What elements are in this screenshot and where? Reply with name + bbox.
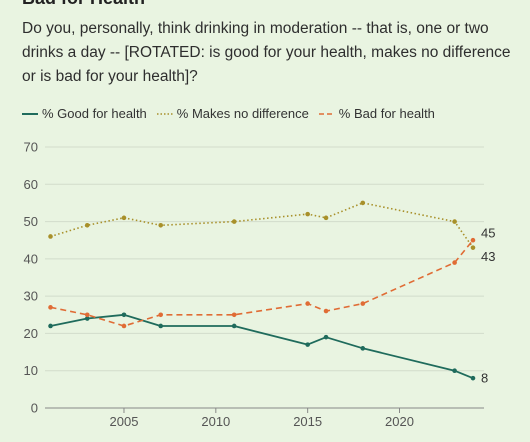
data-point xyxy=(305,301,310,306)
legend-label-no-difference: % Makes no difference xyxy=(176,106,309,121)
y-tick-label: 40 xyxy=(24,251,38,266)
data-point xyxy=(158,312,164,318)
data-point xyxy=(470,237,476,243)
data-point xyxy=(470,375,476,381)
data-point xyxy=(121,323,127,329)
y-tick-label: 50 xyxy=(24,214,38,229)
series-line xyxy=(50,313,474,380)
y-tick-label: 70 xyxy=(24,140,38,155)
y-tick-label: 20 xyxy=(24,326,38,341)
end-value-label: 8 xyxy=(481,371,488,386)
survey-question: Do you, personally, think drinking in mo… xyxy=(22,20,511,85)
data-point xyxy=(323,215,329,221)
end-value-label: 43 xyxy=(481,249,495,264)
data-point xyxy=(84,316,90,321)
data-point xyxy=(231,323,237,329)
x-tick-label: 2010 xyxy=(201,414,230,429)
data-point xyxy=(323,308,329,314)
data-point xyxy=(48,323,53,329)
chart-title: Bad for Health xyxy=(22,0,145,9)
data-point xyxy=(470,245,476,250)
y-tick-label: 0 xyxy=(31,401,38,416)
data-point xyxy=(305,342,310,347)
legend-swatch-dotted-icon xyxy=(156,112,173,115)
end-value-label: 45 xyxy=(481,226,495,241)
data-point xyxy=(360,346,366,351)
series-line xyxy=(50,202,474,249)
y-tick-label: 60 xyxy=(24,177,38,192)
x-tick-label: 2005 xyxy=(110,414,139,429)
data-point xyxy=(84,223,90,228)
legend-swatch-dashed-icon xyxy=(318,112,335,115)
legend-item-no-difference: % Makes no difference xyxy=(156,106,309,121)
data-point xyxy=(158,223,164,228)
data-point xyxy=(121,312,127,318)
data-point xyxy=(452,260,457,265)
x-tick-label: 2015 xyxy=(293,414,322,429)
data-point xyxy=(305,211,310,217)
data-point xyxy=(84,312,90,318)
data-point xyxy=(231,312,237,318)
data-point xyxy=(48,305,53,310)
legend-label-good: % Good for health xyxy=(42,106,147,121)
data-point xyxy=(121,215,127,221)
data-point xyxy=(158,323,164,329)
data-point xyxy=(360,301,366,306)
legend-swatch-solid-icon xyxy=(22,112,38,115)
data-point xyxy=(323,334,329,340)
data-point xyxy=(452,368,457,374)
legend-item-good: % Good for health xyxy=(22,106,147,121)
y-tick-label: 30 xyxy=(24,289,38,304)
x-tick-label: 2020 xyxy=(385,414,414,429)
series-line xyxy=(50,239,474,327)
y-tick-label: 10 xyxy=(24,363,38,378)
legend-item-bad: % Bad for health xyxy=(318,106,435,121)
data-point xyxy=(360,200,366,206)
data-point xyxy=(48,234,53,239)
data-point xyxy=(231,219,237,224)
legend: % Good for health % Makes no difference … xyxy=(22,106,445,121)
data-point xyxy=(452,219,457,224)
legend-label-bad: % Bad for health xyxy=(338,106,435,121)
